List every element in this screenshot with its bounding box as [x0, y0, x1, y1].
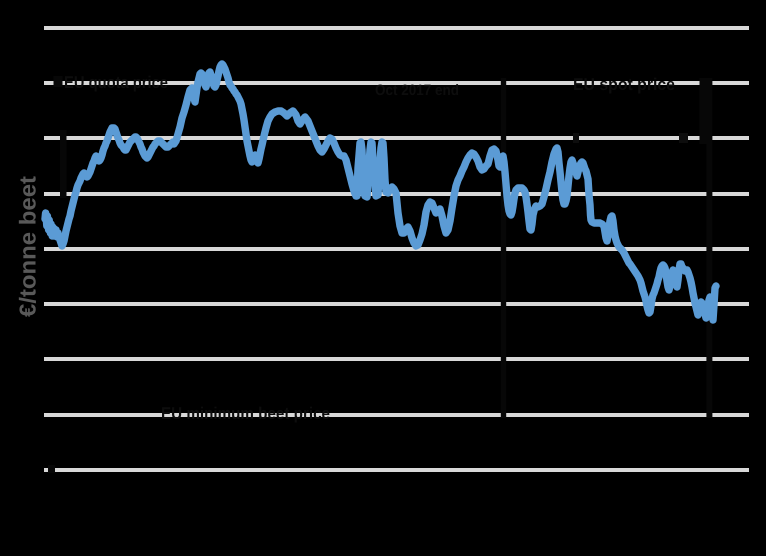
svg-text:EU quota price: EU quota price: [64, 73, 168, 92]
svg-text:Oct 2017 end: Oct 2017 end: [375, 82, 459, 99]
svg-text:EU minimum beet price: EU minimum beet price: [161, 404, 330, 423]
svg-text:EU spot price: EU spot price: [573, 75, 675, 94]
svg-text:€/tonne beet: €/tonne beet: [15, 176, 41, 317]
